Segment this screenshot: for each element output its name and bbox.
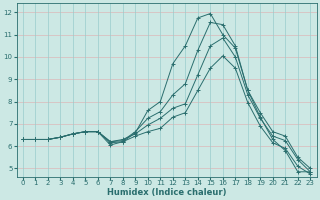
X-axis label: Humidex (Indice chaleur): Humidex (Indice chaleur) <box>107 188 226 197</box>
